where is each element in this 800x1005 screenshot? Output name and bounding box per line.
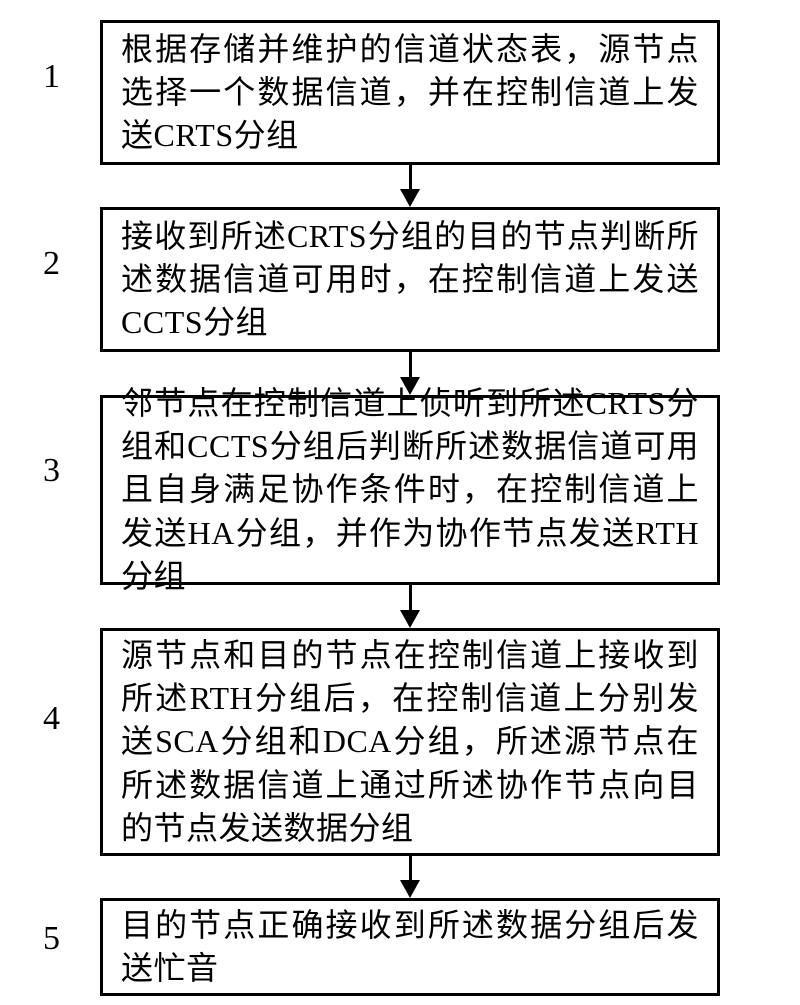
step-text-4: 源节点和目的节点在控制信道上接收到所述RTH分组后，在控制信道上分别发送SCA分… bbox=[121, 634, 699, 850]
step-label-2: 2 bbox=[20, 245, 60, 283]
step-text-3: 邻节点在控制信道上侦听到所述CRTS分组和CCTS分组后判断所述数据信道可用且自… bbox=[121, 382, 699, 598]
step-label-4: 4 bbox=[20, 700, 60, 738]
flowchart-canvas: 1 根据存储并维护的信道状态表，源节点选择一个数据信道，并在控制信道上发送CRTS… bbox=[0, 0, 800, 1005]
step-box-3: 邻节点在控制信道上侦听到所述CRTS分组和CCTS分组后判断所述数据信道可用且自… bbox=[100, 395, 720, 585]
step-box-1: 根据存储并维护的信道状态表，源节点选择一个数据信道，并在控制信道上发送CRTS分… bbox=[100, 20, 720, 165]
step-text-5: 目的节点正确接收到所述数据分组后发送忙音 bbox=[121, 904, 699, 990]
step-box-4: 源节点和目的节点在控制信道上接收到所述RTH分组后，在控制信道上分别发送SCA分… bbox=[100, 628, 720, 856]
step-box-5: 目的节点正确接收到所述数据分组后发送忙音 bbox=[100, 898, 720, 996]
step-text-2: 接收到所述CRTS分组的目的节点判断所述数据信道可用时，在控制信道上发送CCTS… bbox=[121, 215, 699, 345]
step-label-3: 3 bbox=[20, 452, 60, 490]
step-label-1: 1 bbox=[20, 58, 60, 96]
step-text-1: 根据存储并维护的信道状态表，源节点选择一个数据信道，并在控制信道上发送CRTS分… bbox=[121, 28, 699, 158]
step-box-2: 接收到所述CRTS分组的目的节点判断所述数据信道可用时，在控制信道上发送CCTS… bbox=[100, 207, 720, 352]
step-label-5: 5 bbox=[20, 920, 60, 958]
